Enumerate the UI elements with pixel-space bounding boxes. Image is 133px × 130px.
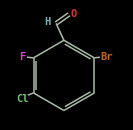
Text: Br: Br bbox=[101, 52, 113, 62]
Text: O: O bbox=[71, 9, 77, 19]
Text: Cl: Cl bbox=[16, 94, 28, 104]
Text: H: H bbox=[45, 17, 51, 27]
Text: F: F bbox=[19, 52, 26, 62]
